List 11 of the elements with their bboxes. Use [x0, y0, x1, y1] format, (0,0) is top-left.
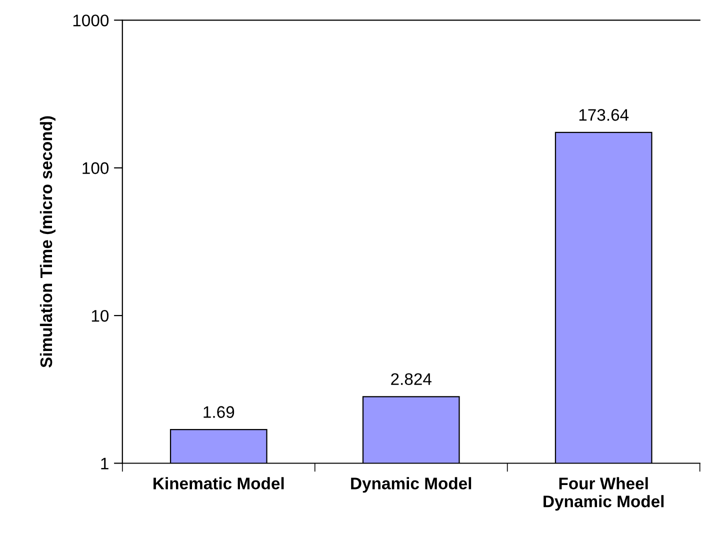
y-tick-label: 1000: [73, 14, 109, 26]
x-tick-label: Kinematic Model: [154, 477, 284, 490]
data-label: 173.64: [579, 109, 629, 121]
data-label: 1.69: [204, 406, 234, 418]
y-tick-label: 1: [101, 458, 108, 470]
y-axis-title: Simulation Time (micro second): [40, 116, 56, 368]
y-tick-label: 10: [92, 310, 109, 322]
data-label: 2.824: [391, 373, 432, 386]
x-tick-label: Four Wheel Dynamic Model: [544, 477, 664, 511]
y-tick-label: 100: [82, 162, 109, 174]
x-tick-label: Dynamic Model: [351, 477, 472, 493]
